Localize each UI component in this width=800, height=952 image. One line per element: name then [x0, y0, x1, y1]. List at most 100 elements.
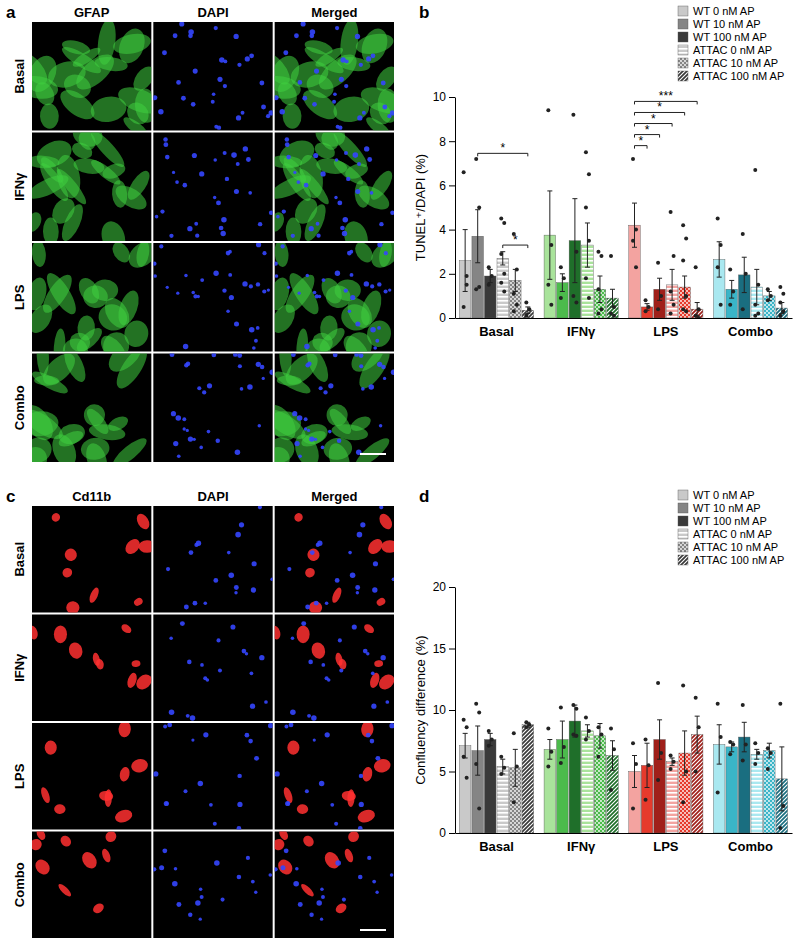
stain-cell — [48, 194, 80, 228]
data-point — [559, 761, 563, 765]
error-bar-cap — [500, 264, 505, 265]
data-point — [644, 298, 648, 302]
y-tick: 5 — [439, 765, 455, 779]
legend: WT 0 nM APWT 10 nM APWT 100 nM APATTAC 0… — [678, 5, 784, 82]
nucleus — [251, 880, 255, 884]
error-bar — [513, 749, 518, 786]
stain-cell — [66, 601, 80, 613]
nucleus — [268, 723, 273, 728]
x-axis-line — [456, 833, 793, 834]
nucleus — [191, 291, 195, 295]
error-bar-cap — [475, 725, 480, 726]
nucleus — [367, 856, 371, 860]
micrograph — [153, 505, 274, 612]
nucleus — [318, 295, 321, 298]
nucleus — [373, 346, 377, 350]
nucleus — [340, 226, 345, 231]
nucleus — [200, 895, 204, 899]
error-bar-stem — [769, 743, 770, 758]
error-bar — [488, 269, 493, 282]
error-bar-cap — [717, 764, 722, 765]
nucleus — [366, 733, 371, 738]
data-point — [515, 765, 519, 769]
stain-cell — [343, 161, 370, 182]
error-bar — [463, 230, 468, 292]
stain-cell — [363, 114, 393, 130]
stain-cell — [130, 757, 149, 774]
error-bar — [475, 210, 480, 263]
bar — [764, 296, 776, 318]
nucleus — [193, 438, 196, 441]
nucleus — [200, 278, 204, 282]
nucleus — [316, 234, 320, 238]
nucleus — [191, 738, 194, 741]
stain-cell — [354, 354, 394, 393]
nucleus — [314, 438, 317, 441]
nucleus — [373, 561, 378, 566]
nucleus — [158, 109, 163, 114]
nucleus — [334, 196, 337, 199]
legend-swatch — [678, 45, 688, 55]
column-label: Merged — [311, 489, 357, 504]
significance-label: * — [651, 112, 656, 126]
nucleus — [155, 215, 159, 219]
x-tick-label: Combo — [728, 839, 773, 854]
bar — [484, 740, 496, 833]
panel-label: c — [6, 487, 15, 506]
micrograph — [32, 721, 151, 830]
nucleus — [234, 591, 237, 594]
nucleus — [268, 873, 272, 877]
data-point — [741, 307, 745, 311]
micrograph — [152, 242, 272, 351]
data-point — [562, 276, 566, 280]
data-point — [769, 751, 773, 755]
nucleus — [188, 436, 193, 441]
nucleus — [254, 339, 258, 343]
nucleus — [360, 522, 365, 527]
error-bar — [742, 257, 747, 292]
data-point — [781, 804, 785, 808]
error-bar-stem — [562, 721, 563, 758]
stain-cell — [297, 625, 310, 643]
nucleus — [184, 363, 188, 367]
data-point — [487, 744, 491, 748]
legend-label: ATTAC 100 nM AP — [693, 554, 784, 566]
error-bar — [670, 269, 675, 300]
nucleus — [276, 215, 280, 219]
nucleus — [163, 142, 168, 147]
nucleus — [384, 251, 388, 255]
x-tick-label: Basal — [479, 324, 514, 339]
micrograph — [153, 352, 275, 462]
error-bar — [657, 278, 662, 300]
legend-swatch — [678, 555, 688, 565]
nucleus — [226, 310, 230, 314]
nucleus — [177, 454, 181, 458]
micrograph — [28, 828, 151, 938]
data-point — [584, 150, 588, 154]
error-bar-cap — [610, 770, 615, 771]
micrograph-background — [153, 22, 272, 131]
nucleus — [286, 155, 291, 160]
error-bar-cap — [597, 276, 602, 277]
micrograph-background — [275, 723, 394, 830]
nucleus — [304, 183, 309, 188]
nucleus — [199, 887, 203, 891]
nucleus — [216, 638, 220, 642]
nucleus — [250, 704, 255, 709]
data-point — [574, 707, 578, 711]
stain-cell — [103, 832, 118, 845]
stain-cell — [343, 848, 355, 864]
nucleus — [390, 211, 394, 215]
data-point — [599, 254, 603, 258]
nucleus — [197, 386, 201, 390]
nucleus — [320, 887, 324, 891]
y-tick-label: 5 — [439, 765, 446, 779]
nucleus — [319, 386, 323, 390]
stain-cell — [61, 566, 75, 579]
data-point — [669, 767, 673, 771]
nucleus — [355, 585, 360, 590]
micrograph-background — [32, 832, 151, 939]
legend-label: WT 0 nM AP — [693, 5, 755, 17]
stain-cell — [301, 834, 316, 849]
data-point — [672, 760, 676, 764]
